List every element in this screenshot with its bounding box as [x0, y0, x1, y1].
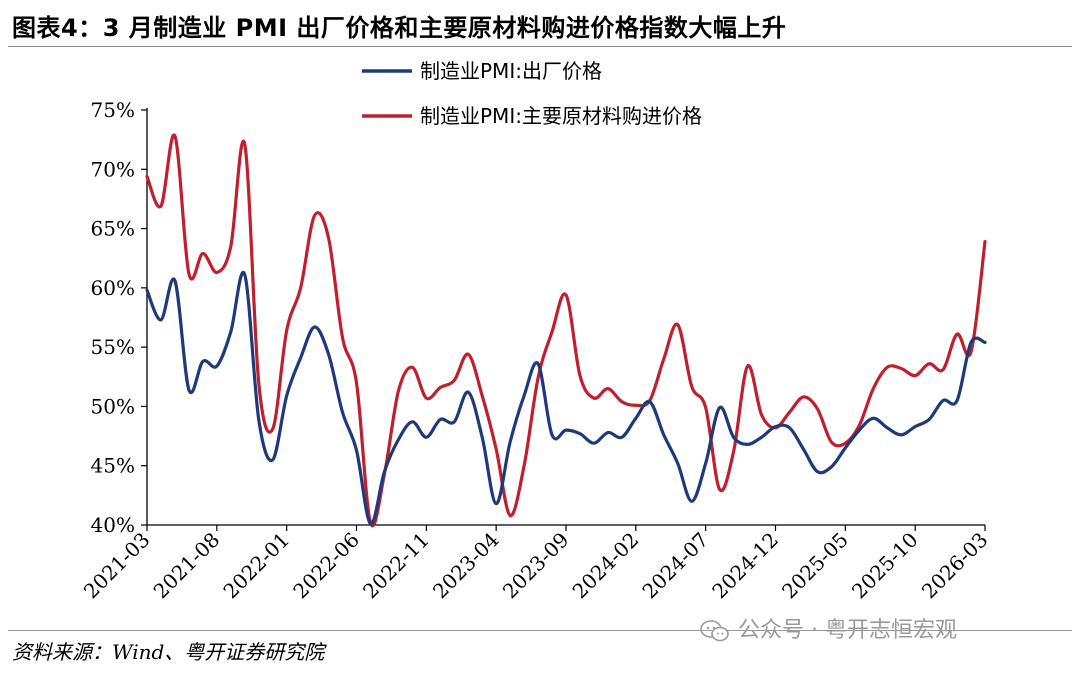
- y-tick-label: 55%: [91, 335, 135, 359]
- source-note: 资料来源：Wind、粤开证券研究院: [12, 640, 325, 664]
- x-tick-label: 2022-01: [218, 528, 294, 604]
- x-tick-label: 2024-07: [637, 528, 713, 604]
- y-tick-label: 45%: [91, 454, 135, 478]
- y-tick-label: 65%: [91, 217, 135, 241]
- x-tick-label: 2022-11: [358, 528, 434, 604]
- x-tick-label: 2023-04: [428, 528, 504, 604]
- series-line-1: [145, 133, 987, 528]
- series-line-0: [145, 270, 987, 526]
- title-divider: [8, 46, 1072, 47]
- legend-label-series-1: 制造业PMI:主要原材料购进价格: [420, 104, 702, 128]
- x-tick-label: 2023-09: [498, 528, 574, 604]
- y-tick-label: 75%: [91, 98, 135, 122]
- axes: 40%45%50%55%60%65%70%75%2021-032021-0820…: [79, 98, 993, 603]
- x-tick-label: 2021-08: [149, 528, 225, 604]
- watermark: 公众号 · 粤开志恒宏观: [700, 612, 957, 644]
- legend: 制造业PMI:出厂价格 制造业PMI:主要原材料购进价格: [362, 59, 702, 128]
- y-tick-label: 70%: [91, 157, 135, 181]
- legend-label-series-0: 制造业PMI:出厂价格: [420, 59, 602, 83]
- chart-title: 图表4：3 月制造业 PMI 出厂价格和主要原材料购进价格指数大幅上升: [12, 14, 787, 42]
- watermark-text: 公众号 · 粤开志恒宏观: [738, 618, 957, 643]
- series-layer: [145, 133, 987, 528]
- footer-divider: [8, 630, 1072, 631]
- x-tick-label: 2025-05: [777, 528, 853, 604]
- x-tick-label: 2021-03: [79, 528, 155, 604]
- line-chart: 制造业PMI:出厂价格 制造业PMI:主要原材料购进价格 40% 45% 50% 55…: [79, 59, 993, 603]
- x-tick-label: 2024-12: [707, 528, 783, 604]
- x-tick-label: 2025-10: [847, 528, 923, 604]
- y-tick-label: 40%: [91, 513, 135, 537]
- x-tick-label: 2026-03: [917, 528, 993, 604]
- x-tick-label: 2024-02: [568, 528, 644, 604]
- y-tick-label: 50%: [91, 394, 135, 418]
- y-tick-label: 60%: [91, 276, 135, 300]
- wechat-icon: [700, 620, 729, 642]
- x-tick-label: 2022-06: [288, 528, 364, 604]
